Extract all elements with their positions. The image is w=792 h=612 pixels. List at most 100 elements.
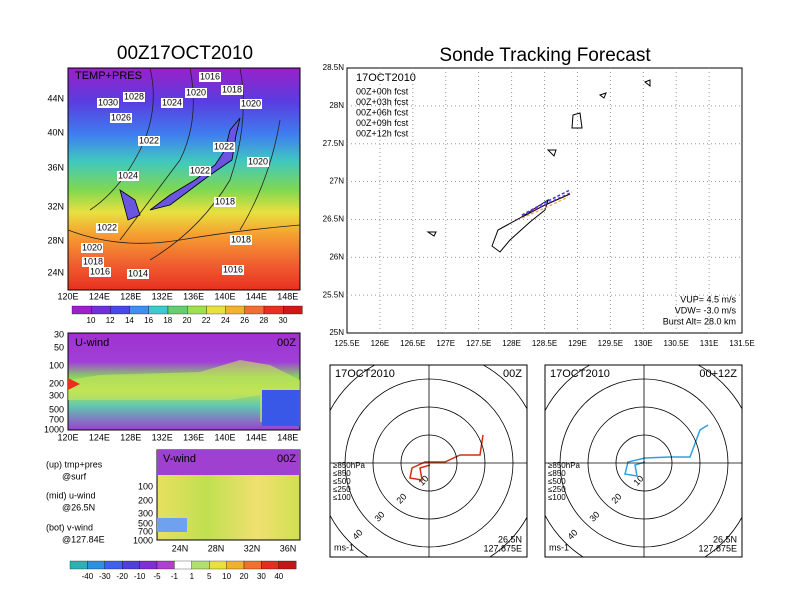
lat-label: 40N xyxy=(47,127,64,137)
isobar-label-box xyxy=(213,142,235,152)
lon-label: 132E xyxy=(152,291,173,301)
colorbar-label: 24 xyxy=(221,316,230,325)
lon-label: 140E xyxy=(214,291,235,301)
colorbar-label: 1 xyxy=(190,572,195,581)
isobar-label: 1020 xyxy=(82,242,102,252)
lon-label: 130E xyxy=(634,339,653,348)
isobar-label: 1018 xyxy=(231,234,251,244)
lon-label: 127E xyxy=(436,339,455,348)
vwind-low xyxy=(157,518,187,532)
colorbar-swatch xyxy=(148,305,169,315)
lon-label: 127.5E xyxy=(466,339,491,348)
param: VDW= -3.0 m/s xyxy=(675,305,737,315)
lat-label: 36N xyxy=(47,162,64,172)
colorbar-swatch xyxy=(122,560,140,570)
isobar-label: 1014 xyxy=(128,268,148,278)
colorbar-swatch xyxy=(263,305,284,315)
hodo-legend: ≤250 xyxy=(333,485,351,494)
colorbar-label: -1 xyxy=(171,572,179,581)
isobar-label: 1020 xyxy=(248,156,268,166)
right-title: Sonde Tracking Forecast xyxy=(439,45,651,66)
level-label: 100 xyxy=(138,481,153,491)
hodo-lat: 26.5N xyxy=(498,534,522,544)
isobar-label-box xyxy=(221,85,243,95)
colorbar-label: 20 xyxy=(183,316,192,325)
left-title: 00Z17OCT2010 xyxy=(117,43,253,64)
hodo-legend: ≤100 xyxy=(548,493,566,502)
hodo-rings xyxy=(330,365,527,557)
colorbar-swatch xyxy=(87,560,105,570)
isobar-label-box xyxy=(123,92,145,102)
colorbar-swatch xyxy=(167,305,188,315)
panel-time: 00Z xyxy=(277,453,296,465)
coastline xyxy=(426,79,651,253)
lon-label: 131E xyxy=(700,339,719,348)
lon-label: 144E xyxy=(246,291,267,301)
lon-label: 125.5E xyxy=(334,339,359,348)
colorbar-label: 12 xyxy=(106,316,115,325)
colorbar-label: -40 xyxy=(82,572,94,581)
colorbar-label: 30 xyxy=(257,572,266,581)
note: (bot) v-wind xyxy=(46,522,93,532)
panel-label: TEMP+PRES xyxy=(75,70,142,82)
isobar-label: 1026 xyxy=(111,112,131,122)
isobar-label: 1024 xyxy=(162,97,182,107)
colorbar-swatch xyxy=(110,305,130,315)
lat-label: 24N xyxy=(47,267,64,277)
isobar-label-box xyxy=(82,257,104,267)
level-label: 100 xyxy=(49,360,64,370)
colorbar-swatch xyxy=(225,305,245,315)
track xyxy=(521,191,573,217)
hodo-date: 17OCT2010 xyxy=(550,368,610,380)
colorbar-swatch xyxy=(139,560,158,570)
colorbar-label: 22 xyxy=(202,316,211,325)
lon-label: 136E xyxy=(183,432,204,442)
legend-entry: 00Z+03h fcst xyxy=(356,97,409,107)
level-label: 50 xyxy=(54,342,64,352)
note: @127.84E xyxy=(62,534,105,544)
track xyxy=(521,196,569,219)
track-date: 17OCT2010 xyxy=(356,72,416,84)
hodo-legend: ≤850 xyxy=(333,469,351,478)
level-label: 1000 xyxy=(44,424,64,434)
hodo-legend: ≤500 xyxy=(333,477,351,486)
lat-label: 32N xyxy=(47,201,64,211)
colorbar-label: 20 xyxy=(240,572,249,581)
colorbar-label: 18 xyxy=(163,316,172,325)
lon-label: 144E xyxy=(246,432,267,442)
hodo-rings xyxy=(545,365,742,557)
param: Burst Alt= 28.0 km xyxy=(663,316,736,326)
isobar-label: 1018 xyxy=(222,84,242,94)
note: @26.5N xyxy=(62,502,95,512)
legend-entry: 00Z+00h fcst xyxy=(356,86,409,96)
level-label: 1000 xyxy=(133,535,153,545)
hodo-date: 17OCT2010 xyxy=(335,368,395,380)
hodograph-panel xyxy=(544,364,743,558)
note: (up) tmp+pres xyxy=(46,459,103,469)
hodo-legend: ≤500 xyxy=(548,477,566,486)
lat-label: 44N xyxy=(47,93,64,103)
isobar-label-box xyxy=(222,265,244,275)
isobar-label-box xyxy=(127,269,149,279)
isobar-label: 1016 xyxy=(90,266,110,276)
lat-label: 24N xyxy=(172,543,189,553)
isobar-label: 1030 xyxy=(98,97,118,107)
colorbar-label: 40 xyxy=(274,572,283,581)
colorbar-swatch xyxy=(187,305,207,315)
coastline xyxy=(119,117,241,221)
colorbar-swatch xyxy=(209,560,227,570)
lon-label: 132E xyxy=(152,432,173,442)
track xyxy=(521,189,571,216)
isobar-label-box xyxy=(161,98,183,108)
lon-label: 128E xyxy=(502,339,521,348)
isobar-label-box xyxy=(189,166,211,176)
isobar-label-box xyxy=(230,235,252,245)
colorbar-label: -20 xyxy=(116,572,128,581)
hodo-legend: ≤100 xyxy=(333,493,351,502)
lon-label: 120E xyxy=(57,432,78,442)
colorbar-swatch xyxy=(283,305,303,315)
isobar-label-box xyxy=(117,171,139,181)
lon-label: 131.5E xyxy=(729,339,754,348)
level-label: 500 xyxy=(138,518,153,528)
isobar-label: 1016 xyxy=(200,71,220,81)
